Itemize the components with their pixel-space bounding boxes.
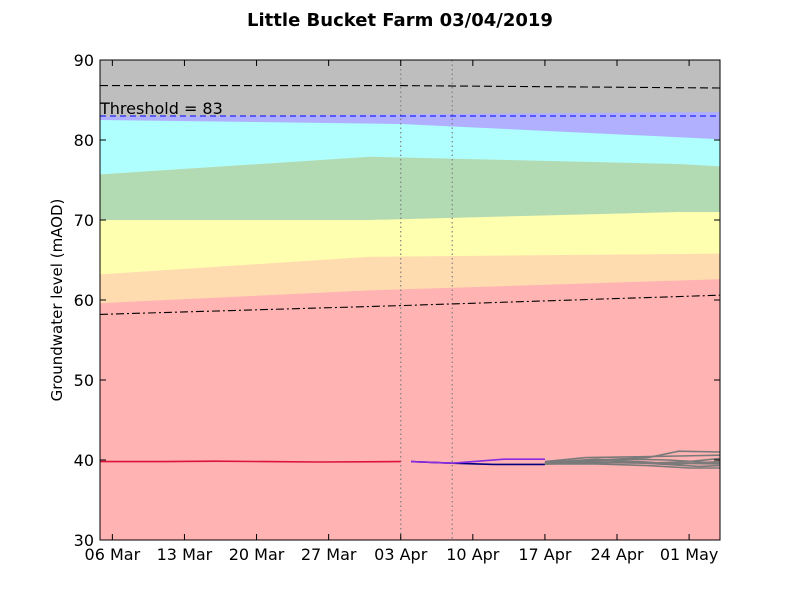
x-tick-label: 27 Mar (301, 545, 357, 564)
plot-area: Threshold = 83 (99, 60, 721, 541)
lower-dashdot-line (99, 294, 721, 315)
y-tick-label: 90 (74, 51, 94, 70)
upper-dashed-line (100, 85, 721, 89)
y-tick-label: 30 (74, 531, 94, 550)
x-tick-label: 20 Mar (229, 545, 285, 564)
band-pink (100, 279, 720, 540)
x-tick-label: 01 May (660, 545, 719, 564)
y-tick-label: 70 (74, 211, 94, 230)
x-tick-label: 06 Mar (85, 545, 141, 564)
series-line-2 (410, 458, 545, 465)
x-tick-label: 03 Apr (374, 545, 428, 564)
y-tick-label: 60 (74, 291, 94, 310)
x-tick-label: 24 Apr (590, 545, 644, 564)
threshold-label: Threshold = 83 (99, 99, 223, 118)
y-tick-label: 50 (74, 371, 94, 390)
x-tick-label: 10 Apr (446, 545, 500, 564)
y-tick-label: 40 (74, 451, 94, 470)
series-line-8 (544, 459, 721, 468)
x-tick-label: 17 Apr (518, 545, 572, 564)
chart-title: Little Bucket Farm 03/04/2019 (247, 10, 553, 31)
y-tick-label: 80 (74, 131, 94, 150)
series-line-10 (544, 461, 721, 465)
series-line-7 (544, 454, 721, 463)
x-tick-label: 13 Mar (157, 545, 213, 564)
y-axis-label: Groundwater level (mAOD) (48, 199, 66, 402)
series-line-0 (100, 460, 401, 463)
axes: 30 40 50 60 70 80 90 06 Mar 13 Mar 20 Mar 27 Mar 03… (74, 51, 721, 564)
